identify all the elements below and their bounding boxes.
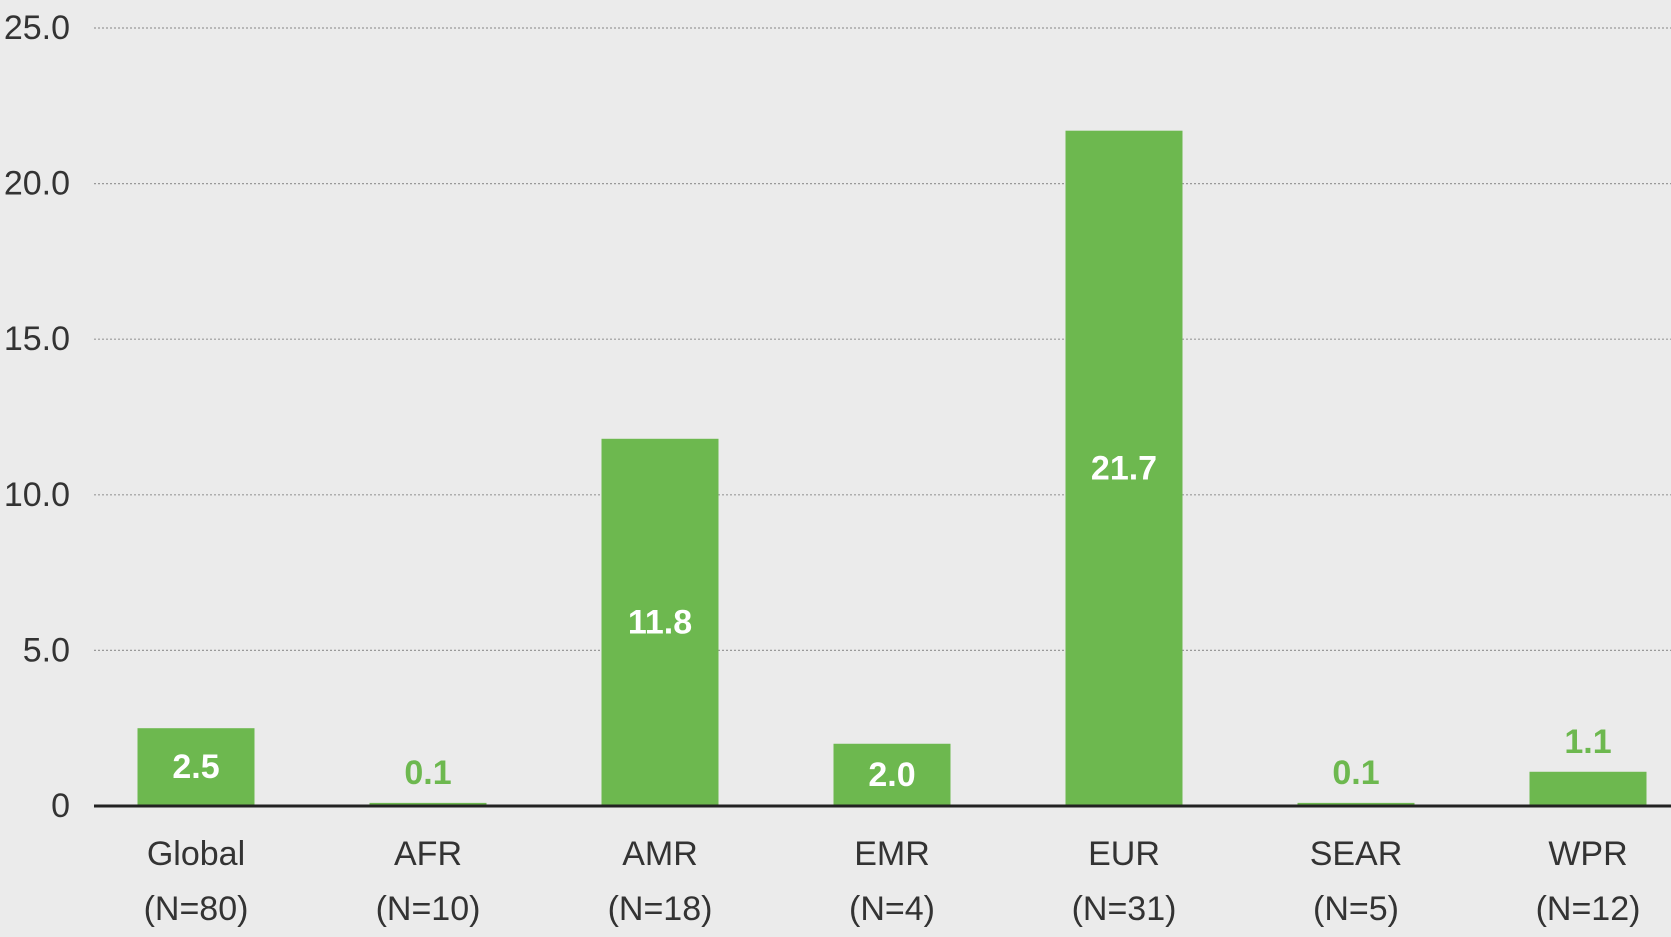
bar	[137, 728, 255, 806]
value-label: 2.0	[868, 756, 915, 794]
x-tick-label: (N=4)	[849, 890, 935, 928]
bar	[833, 743, 951, 806]
y-tick-label: 0	[51, 787, 70, 825]
value-label: 2.5	[172, 748, 219, 786]
x-tick-label: AMR	[622, 835, 698, 873]
y-tick-label: 15.0	[4, 320, 70, 358]
bar	[1529, 771, 1647, 806]
bar	[369, 802, 487, 806]
value-label: 0.1	[404, 754, 451, 792]
value-label: 21.7	[1091, 449, 1157, 487]
bar	[1065, 130, 1183, 807]
x-tick-label: (N=12)	[1536, 890, 1641, 928]
y-tick-label: 25.0	[4, 9, 70, 47]
x-tick-label: AFR	[394, 835, 462, 873]
value-label: 11.8	[628, 603, 692, 641]
y-tick-label: 10.0	[4, 476, 70, 514]
x-tick-label: (N=31)	[1072, 890, 1177, 928]
bar	[601, 438, 719, 806]
x-tick-label: (N=10)	[376, 890, 481, 928]
x-tick-label: EUR	[1088, 835, 1160, 873]
y-tick-label: 5.0	[23, 631, 70, 669]
x-tick-label: Global	[147, 835, 245, 873]
x-tick-label: (N=18)	[608, 890, 713, 928]
x-tick-label: (N=80)	[144, 890, 249, 928]
y-tick-label: 20.0	[4, 165, 70, 203]
x-tick-label: (N=5)	[1313, 890, 1399, 928]
x-tick-label: SEAR	[1310, 835, 1403, 873]
value-label: 0.1	[1332, 754, 1379, 792]
bar	[1297, 802, 1415, 806]
x-tick-label: WPR	[1548, 835, 1627, 873]
x-tick-label: EMR	[854, 835, 930, 873]
value-label: 1.1	[1564, 723, 1611, 761]
